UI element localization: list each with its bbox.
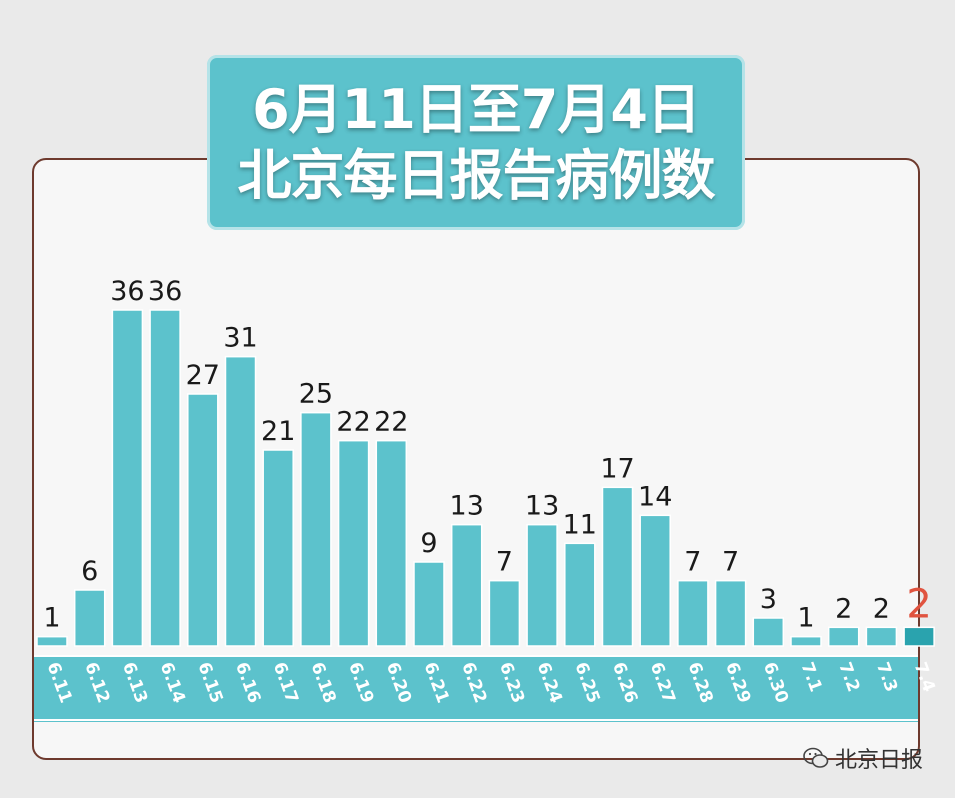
source-credit: 北京日报 [803,742,923,774]
bar [639,514,671,647]
data-label: 17 [600,453,634,484]
data-label: 9 [420,528,437,559]
chart-title-line2: 北京每日报告病例数 [237,143,716,207]
data-label: 31 [223,323,257,354]
bar [224,355,257,647]
data-label: 21 [261,416,295,447]
title-banner: 6月11日至7月4日 北京每日报告病例数 [207,55,745,230]
bar [488,579,521,647]
data-label: 7 [684,547,701,578]
data-label: 22 [336,407,370,438]
data-label: 14 [638,481,672,512]
bar [337,439,370,647]
bar [564,542,596,647]
data-label: 36 [148,276,182,307]
bar [790,635,822,647]
data-label: 2 [873,593,890,624]
bar [187,393,219,647]
bar [73,589,106,647]
bar [36,635,68,647]
bar [262,449,294,647]
source-label: 北京日报 [834,748,923,773]
data-label: 36 [110,276,144,307]
bar [413,561,445,647]
bar [300,411,332,647]
bar [865,626,898,647]
data-label: 7 [722,547,739,578]
bar [111,309,144,647]
data-label: 1 [43,603,60,634]
bar [526,523,558,647]
data-label: 22 [374,407,408,438]
bar [827,626,860,647]
bar [714,579,747,647]
data-label: 1 [797,603,814,634]
data-label: 3 [760,584,777,615]
bar [677,579,709,647]
data-label: 13 [525,491,559,522]
data-label: 7 [496,547,513,578]
data-label: 6 [81,556,98,587]
bar [601,486,634,647]
data-label: 11 [563,509,597,540]
x-axis-band [34,655,918,722]
data-label: 25 [299,379,333,410]
data-label: 27 [186,360,220,391]
bar [450,523,483,647]
data-label: 2 [906,581,931,627]
bar [903,626,935,647]
bar [752,617,785,647]
bar [375,439,408,647]
data-label: 2 [835,593,852,624]
data-label: 13 [450,491,484,522]
bar [149,309,181,647]
chart-title-line1: 6月11日至7月4日 [252,77,701,141]
wechat-icon [803,747,829,768]
